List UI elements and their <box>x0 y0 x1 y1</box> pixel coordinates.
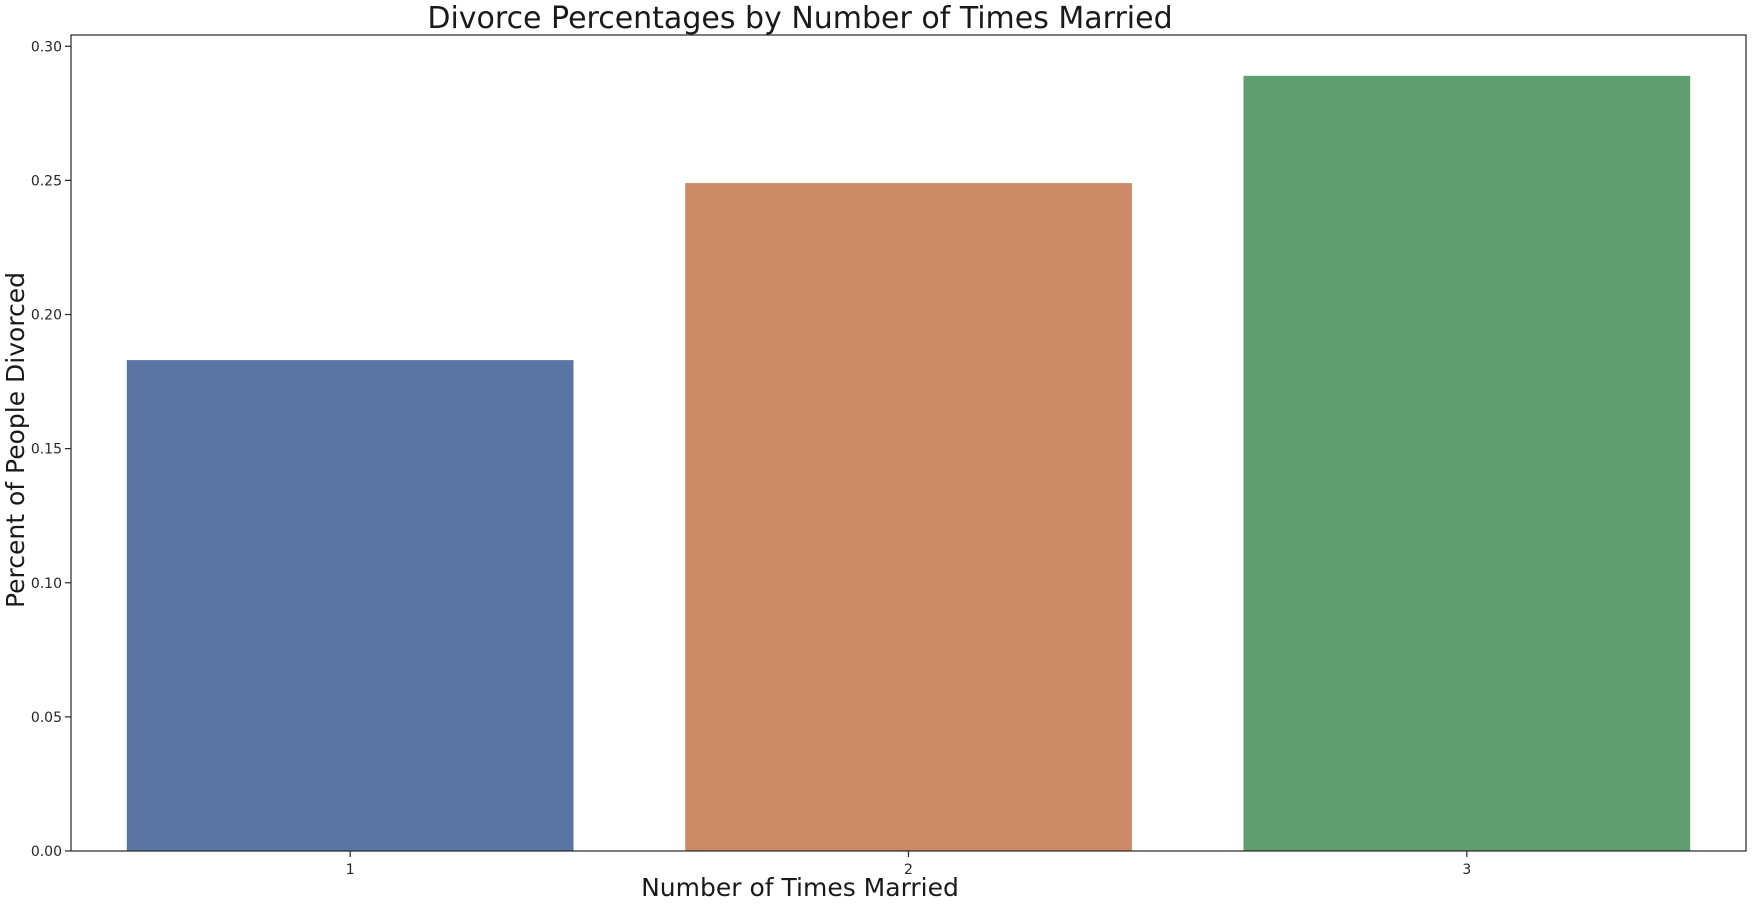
x-tick-label: 2 <box>904 862 913 878</box>
bar-3 <box>1243 75 1691 852</box>
y-tick-label: 0.00 <box>31 844 62 860</box>
chart-title: Divorce Percentages by Number of Times M… <box>427 1 1172 36</box>
y-tick-label: 0.10 <box>31 576 62 592</box>
y-tick-label: 0.05 <box>31 710 62 726</box>
y-axis-title: Percent of People Divorced <box>1 272 30 608</box>
y-tick-label: 0.20 <box>31 308 62 324</box>
x-axis: 1 2 3 <box>346 851 1471 878</box>
x-axis-title: Number of Times Married <box>641 873 959 902</box>
bars-group <box>126 75 1691 852</box>
x-tick-label: 3 <box>1462 862 1471 878</box>
bar-1 <box>126 360 574 851</box>
y-axis: 0.00 0.05 0.10 0.15 0.20 0.25 0.30 <box>31 39 71 860</box>
y-tick-label: 0.15 <box>31 442 62 458</box>
x-tick-label: 1 <box>346 862 355 878</box>
y-tick-label: 0.30 <box>31 39 62 55</box>
y-tick-label: 0.25 <box>31 173 62 189</box>
bar-2 <box>685 183 1132 852</box>
